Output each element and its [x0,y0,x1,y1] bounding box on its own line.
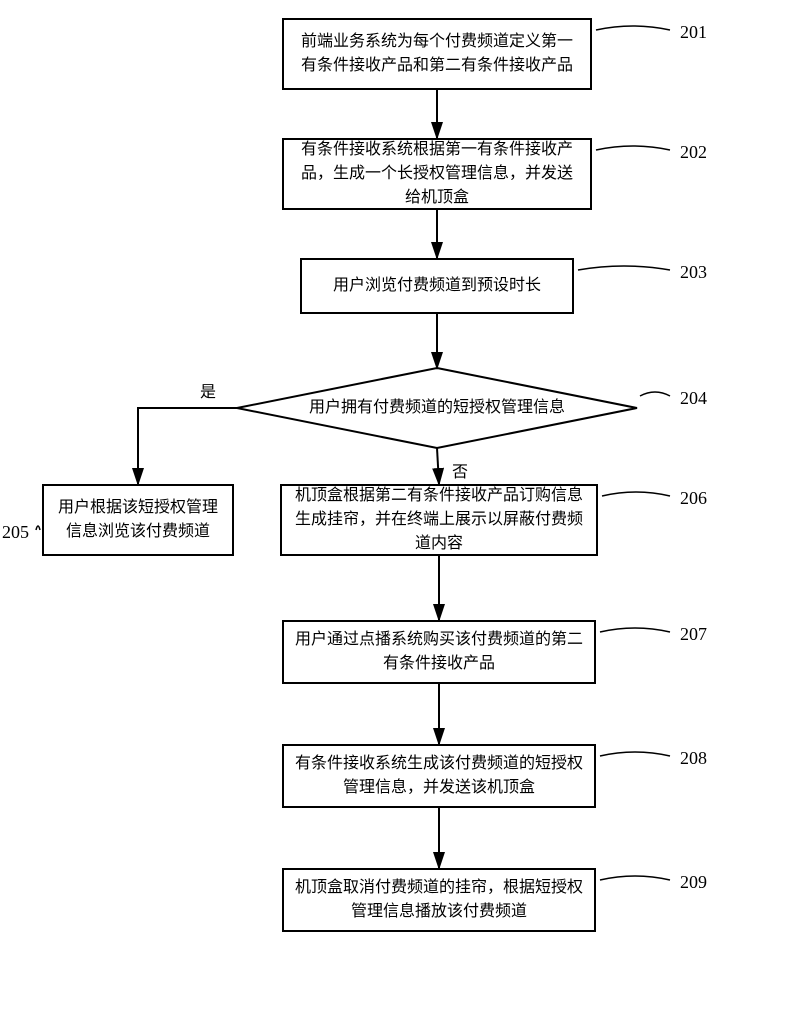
step-number-n204: 204 [680,388,707,409]
flowchart-box-n206: 机顶盒根据第二有条件接收产品订购信息生成挂帘，并在终端上展示以屏蔽付费频道内容 [280,484,598,556]
edge-label-n204-n205: 是 [200,378,216,402]
leader-line [640,392,670,396]
leader-line [602,492,670,496]
step-number-n205: 205 [2,522,29,543]
edge-n204-n205 [138,408,237,484]
step-number-n209: 209 [680,872,707,893]
step-number-n208: 208 [680,748,707,769]
edge-label-n204-n206: 否 [452,458,468,482]
flowchart-box-n202: 有条件接收系统根据第一有条件接收产品，生成一个长授权管理信息，并发送给机顶盒 [282,138,592,210]
leader-line [600,628,670,632]
leader-line [596,146,670,150]
leader-line [578,266,670,270]
flowchart-decision-text-n204: 用户拥有付费频道的短授权管理信息 [237,368,637,448]
flowchart-box-n205: 用户根据该短授权管理信息浏览该付费频道 [42,484,234,556]
flowchart-box-n208: 有条件接收系统生成该付费频道的短授权管理信息，并发送该机顶盒 [282,744,596,808]
step-number-n207: 207 [680,624,707,645]
edge-n204-n206 [437,448,439,484]
flowchart-box-n207: 用户通过点播系统购买该付费频道的第二有条件接收产品 [282,620,596,684]
flowchart-box-n201: 前端业务系统为每个付费频道定义第一有条件接收产品和第二有条件接收产品 [282,18,592,90]
step-number-n202: 202 [680,142,707,163]
leader-line [600,752,670,756]
leader-line [36,526,40,530]
flowchart-box-n203: 用户浏览付费频道到预设时长 [300,258,574,314]
flowchart-decision-n204 [237,368,637,448]
leader-line [600,876,670,880]
step-number-n206: 206 [680,488,707,509]
step-number-n201: 201 [680,22,707,43]
flowchart-box-n209: 机顶盒取消付费频道的挂帘，根据短授权管理信息播放该付费频道 [282,868,596,932]
step-number-n203: 203 [680,262,707,283]
leader-line [596,26,670,30]
